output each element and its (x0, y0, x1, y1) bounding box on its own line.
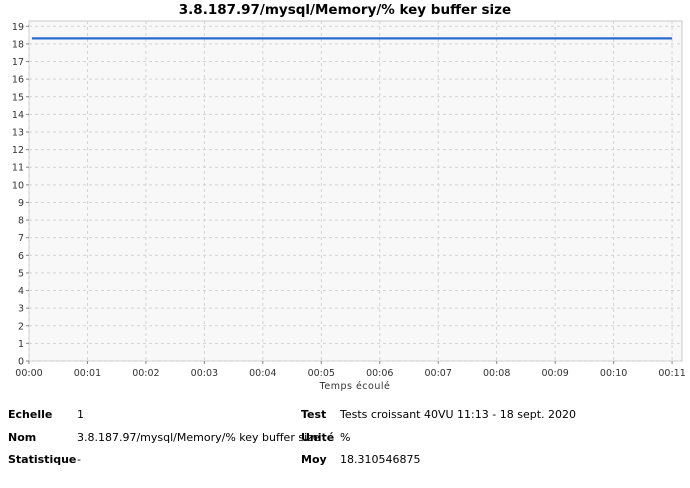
y-tick-label: 10 (12, 180, 24, 191)
y-tick-label: 12 (12, 145, 24, 156)
plot-area (28, 20, 683, 362)
nom-label: Nom (8, 431, 37, 444)
y-tick-label: 16 (12, 75, 24, 86)
y-tick-label: 6 (18, 251, 24, 262)
unite-value: % (340, 431, 351, 444)
y-tick-label: 7 (18, 233, 24, 244)
y-tick-label: 5 (18, 268, 24, 279)
y-tick-label: 3 (18, 304, 24, 315)
y-tick-label: 0 (18, 357, 24, 368)
x-tick-label: 00:09 (541, 368, 568, 379)
x-axis-ticks: 00:00 00:01 00:02 00:03 00:04 00:05 00:06 00:07… (15, 361, 686, 379)
y-tick-label: 11 (12, 163, 24, 174)
x-tick-label: 00:00 (15, 368, 42, 379)
y-tick-label: 17 (12, 57, 24, 68)
x-tick-label: 00:01 (74, 368, 101, 379)
x-tick-label: 00:02 (132, 368, 159, 379)
x-tick-label: 00:06 (366, 368, 393, 379)
y-tick-label: 9 (18, 198, 24, 209)
y-tick-label: 2 (18, 321, 24, 332)
y-tick-label: 14 (12, 110, 24, 121)
x-tick-label: 00:10 (600, 368, 627, 379)
echelle-label: Echelle (8, 408, 53, 421)
statistique-label: Statistique (8, 453, 77, 466)
x-tick-label: 00:04 (249, 368, 276, 379)
x-tick-label: 00:11 (658, 368, 685, 379)
x-tick-label: 00:03 (191, 368, 218, 379)
y-tick-label: 15 (12, 92, 24, 103)
moy-value: 18.310546875 (340, 453, 421, 466)
y-tick-label: 1 (18, 339, 24, 350)
moy-label: Moy (301, 453, 327, 466)
y-tick-label: 18 (12, 39, 24, 50)
nom-value: 3.8.187.97/mysql/Memory/% key buffer siz… (77, 431, 320, 444)
y-tick-label: 4 (18, 286, 24, 297)
grid (28, 21, 682, 362)
x-tick-label: 00:07 (425, 368, 452, 379)
statistique-value: - (77, 453, 81, 466)
test-value: Tests croissant 40VU 11:13 - 18 sept. 20… (340, 408, 576, 421)
x-axis-label: Temps écoulé (319, 381, 391, 392)
x-tick-label: 00:05 (308, 368, 335, 379)
unite-label: Unité (301, 431, 335, 444)
y-tick-label: 8 (18, 216, 24, 227)
y-tick-label: 13 (12, 127, 24, 138)
chart-title: 3.8.187.97/mysql/Memory/% key buffer siz… (178, 2, 512, 18)
y-tick-label: 19 (12, 22, 24, 33)
x-tick-label: 00:08 (483, 368, 510, 379)
test-label: Test (301, 408, 327, 421)
echelle-value: 1 (77, 408, 84, 421)
